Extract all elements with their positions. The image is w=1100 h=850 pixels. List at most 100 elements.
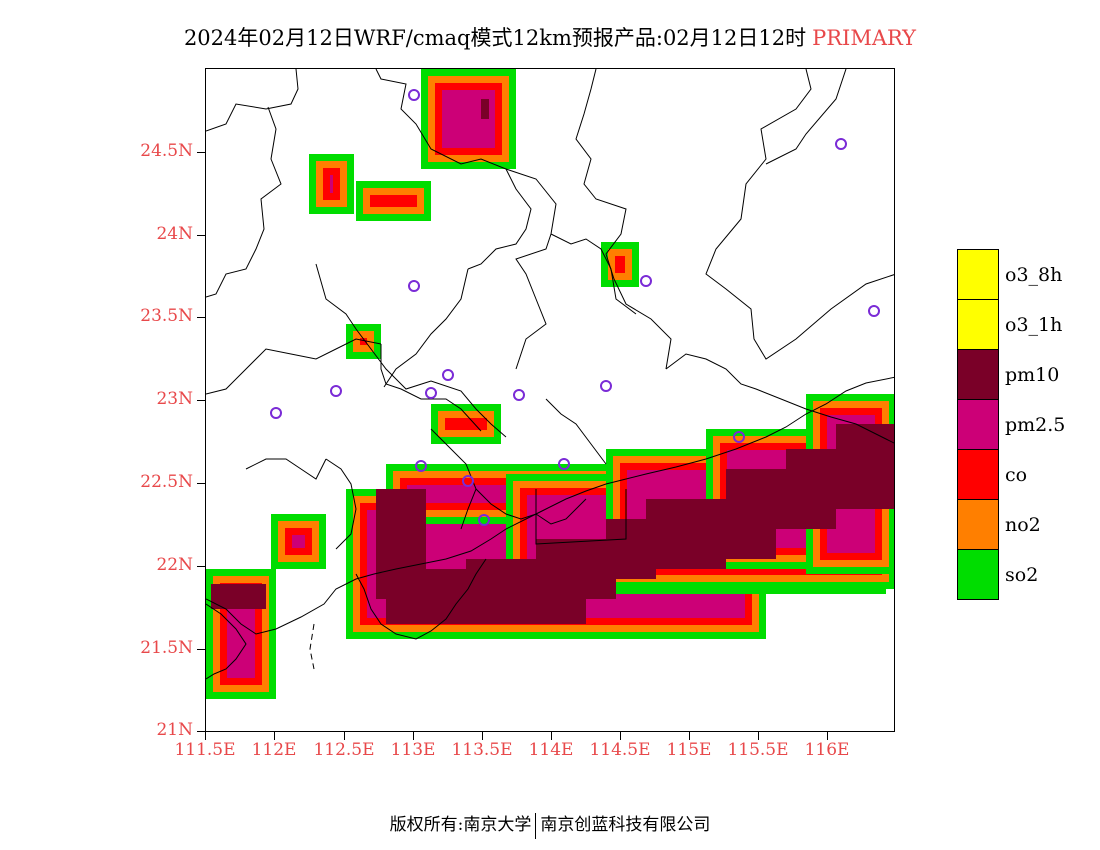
coastline	[355, 558, 487, 640]
legend-swatch: pm2.5	[957, 399, 1065, 449]
station-marker	[478, 514, 490, 526]
legend-label: so2	[1005, 564, 1039, 586]
copyright-right: 南京创蓝科技有限公司	[540, 815, 711, 835]
x-tick-mark	[551, 732, 552, 740]
province-border	[505, 168, 557, 370]
y-tick-label: 24N	[156, 224, 193, 244]
x-tick-label: 113.5E	[451, 740, 513, 760]
x-tick-mark	[689, 732, 690, 740]
province-border	[575, 69, 672, 370]
legend-label: o3_8h	[1005, 264, 1063, 286]
province-border	[705, 69, 894, 360]
pollution-cell	[376, 489, 426, 599]
x-tick-label: 114E	[528, 740, 574, 760]
pearl-river	[475, 488, 587, 525]
coastline	[206, 376, 894, 635]
map-canvas	[206, 69, 894, 699]
province-border	[206, 338, 382, 395]
province-border	[206, 69, 299, 132]
y-tick-mark	[197, 235, 205, 236]
pollution-cell	[481, 99, 489, 119]
station-marker	[513, 389, 525, 401]
province-border	[550, 233, 637, 315]
district-border	[545, 398, 607, 465]
pollution-cell	[445, 418, 487, 430]
y-tick-mark	[197, 483, 205, 484]
legend-swatch: pm10	[957, 349, 1059, 399]
x-tick-label: 115E	[666, 740, 712, 760]
pollution-cell	[836, 424, 894, 484]
y-tick-mark	[197, 152, 205, 153]
map-title: 2024年02月12日WRF/cmaq模式12km预报产品:02月12日12时 P…	[0, 22, 1100, 52]
station-marker	[270, 407, 282, 419]
pollution-cell	[370, 195, 417, 207]
station-marker	[462, 475, 474, 487]
district-border	[245, 458, 327, 480]
province-border	[380, 344, 482, 432]
province-border	[665, 353, 894, 444]
province-border	[315, 263, 507, 438]
x-tick-mark	[344, 732, 345, 740]
x-tick-label: 112E	[251, 740, 297, 760]
station-marker	[733, 431, 745, 443]
station-marker	[868, 305, 880, 317]
province-border	[383, 268, 469, 388]
province-border	[206, 106, 282, 298]
legend-label: o3_1h	[1005, 314, 1063, 336]
legend-swatch: co	[957, 449, 1027, 499]
station-marker	[558, 458, 570, 470]
legend-label: pm10	[1005, 364, 1060, 386]
x-tick-label: 111.5E	[174, 740, 236, 760]
pollution-cell	[292, 535, 305, 548]
y-tick-label: 22.5N	[140, 472, 193, 492]
x-tick-label: 114.5E	[589, 740, 651, 760]
station-marker	[835, 138, 847, 150]
x-tick-label: 115.5E	[727, 740, 789, 760]
province-border	[375, 69, 532, 270]
y-tick-label: 21.5N	[140, 638, 193, 658]
district-border	[325, 458, 357, 550]
island-hainan	[309, 623, 315, 670]
y-tick-label: 22N	[156, 555, 193, 575]
legend-swatch: o3_1h	[957, 299, 1062, 349]
station-marker	[330, 385, 342, 397]
legend-swatch: o3_8h	[957, 249, 1062, 299]
y-tick-mark	[197, 566, 205, 567]
x-tick-mark	[205, 732, 206, 740]
x-tick-mark	[758, 732, 759, 740]
pollution-cell	[615, 256, 625, 273]
y-tick-mark	[197, 731, 205, 732]
y-tick-label: 24.5N	[140, 141, 193, 161]
legend-swatch: so2	[957, 549, 1038, 600]
y-tick-mark	[197, 317, 205, 318]
title-text: 2024年02月12日WRF/cmaq模式12km预报产品:02月12日12时	[183, 26, 807, 50]
station-marker	[442, 369, 454, 381]
legend: o3_8h o3_1h pm10 pm2.5 co no2 so2	[957, 249, 1065, 600]
x-tick-mark	[274, 732, 275, 740]
pollution-cell	[211, 584, 266, 609]
station-marker	[415, 460, 427, 472]
station-marker	[408, 280, 420, 292]
x-tick-mark	[827, 732, 828, 740]
island	[206, 603, 247, 680]
legend-label: pm2.5	[1005, 414, 1066, 436]
primary-tag: PRIMARY	[812, 26, 917, 50]
y-tick-mark	[197, 649, 205, 650]
y-tick-label: 23.5N	[140, 306, 193, 326]
x-tick-mark	[620, 732, 621, 740]
y-tick-mark	[197, 400, 205, 401]
y-tick-label: 23N	[156, 389, 193, 409]
x-tick-mark	[482, 732, 483, 740]
footer: 版权所有:南京大学 南京创蓝科技有限公司	[0, 810, 1100, 839]
province-border	[765, 69, 847, 165]
legend-swatch: no2	[957, 499, 1041, 549]
x-tick-label: 112.5E	[313, 740, 375, 760]
x-tick-label: 113E	[390, 740, 436, 760]
x-tick-label: 116E	[804, 740, 850, 760]
pollution-cell	[330, 175, 333, 193]
station-marker	[408, 89, 420, 101]
station-marker	[640, 275, 652, 287]
map-frame	[205, 68, 895, 732]
station-marker	[425, 387, 437, 399]
district-border	[535, 489, 627, 545]
